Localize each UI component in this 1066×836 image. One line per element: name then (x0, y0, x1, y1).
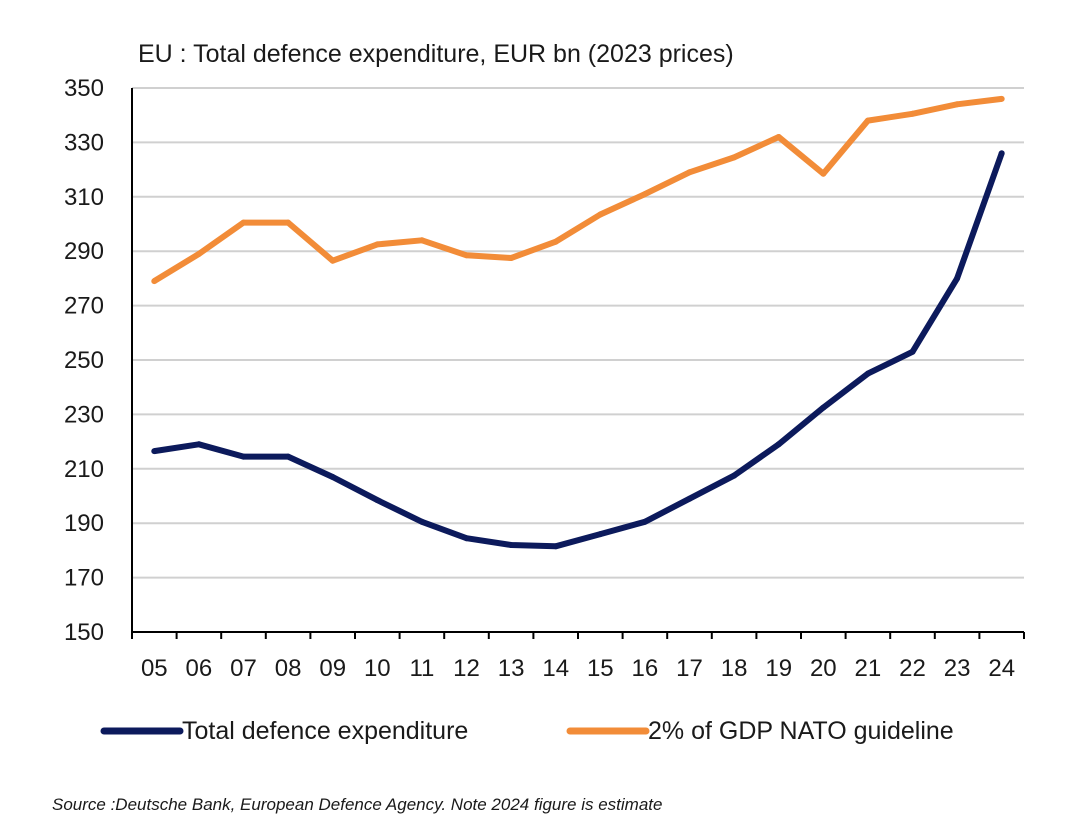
x-tick-label: 05 (141, 655, 168, 682)
x-tick-label: 24 (988, 655, 1015, 682)
legend: Total defence expenditure 2% of GDP NATO … (100, 717, 954, 745)
source-note: Source :Deutsche Bank, European Defence … (52, 795, 662, 814)
series-1-point (641, 191, 648, 198)
x-tick-label: 17 (676, 655, 703, 682)
series-0-point (775, 441, 782, 448)
series-0-point (954, 275, 961, 282)
series-1-point (954, 101, 961, 108)
series-1-point (597, 211, 604, 218)
x-tick-label: 07 (230, 655, 257, 682)
series-1-point (731, 154, 738, 161)
series-0-point (641, 518, 648, 525)
x-tick-label: 23 (944, 655, 971, 682)
y-tick-label: 330 (64, 129, 104, 156)
x-tick-label: 11 (409, 655, 434, 682)
series-1-point (686, 169, 693, 176)
x-tick-label: 22 (899, 655, 926, 682)
x-tick-label: 14 (542, 655, 569, 682)
series-line-0 (153, 152, 1005, 550)
series-1-point (820, 170, 827, 177)
series-0-point (374, 497, 381, 504)
x-tick-label: 10 (364, 655, 391, 682)
series-0-point (597, 531, 604, 538)
x-axis-ticks: 05 06 07 08 09 10 11 12 13 14 15 16 17 18 19 20 21 22 23 24 (131, 632, 1025, 682)
series-1-point (240, 219, 247, 226)
series-1-point (418, 237, 425, 244)
y-tick-label: 270 (64, 293, 104, 320)
series-lines (151, 95, 1005, 550)
y-tick-label: 350 (64, 75, 104, 102)
y-tick-label: 170 (64, 565, 104, 592)
series-0-point (285, 453, 292, 460)
series-1-point (151, 278, 158, 285)
series-0-point (195, 441, 202, 448)
legend-label-1: 2% of GDP NATO guideline (648, 717, 954, 745)
x-tick-label: 08 (275, 655, 302, 682)
series-0-point (151, 448, 158, 455)
x-tick-label: 20 (810, 655, 837, 682)
series-0-point (552, 543, 559, 550)
y-tick-label: 250 (64, 347, 104, 374)
series-0-point (731, 472, 738, 479)
y-axis-tick-labels: 150 170 190 210 230 250 270 290 310 330 350 (64, 75, 104, 646)
x-tick-label: 21 (855, 655, 882, 682)
y-tick-label: 230 (64, 401, 104, 428)
series-1-point (329, 257, 336, 264)
y-tick-label: 190 (64, 510, 104, 537)
y-tick-label: 290 (64, 238, 104, 265)
series-line-1 (152, 95, 1003, 284)
legend-label-0: Total defence expenditure (182, 717, 468, 745)
series-0-point (864, 370, 871, 377)
series-1-point (195, 250, 202, 257)
y-tick-label: 310 (64, 184, 104, 211)
series-0-point (820, 404, 827, 411)
x-tick-label: 15 (587, 655, 614, 682)
series-1-point (508, 255, 515, 261)
series-1-point (374, 241, 381, 248)
series-1-point (775, 134, 782, 140)
series-0-point (998, 150, 1005, 157)
series-1-point (864, 117, 871, 124)
chart-title: EU : Total defence expenditure, EUR bn (… (138, 40, 734, 68)
series-1-point (909, 110, 916, 117)
series-0-point (463, 535, 470, 542)
series-1-point (285, 219, 292, 226)
x-tick-label: 09 (319, 655, 346, 682)
x-tick-label: 19 (765, 655, 792, 682)
series-0-point (508, 542, 515, 548)
x-tick-label: 12 (453, 655, 480, 682)
x-tick-label: 13 (498, 655, 525, 682)
gridlines (131, 87, 1024, 632)
series-0-point (240, 453, 247, 460)
y-tick-label: 150 (64, 619, 104, 646)
series-0-point (686, 495, 693, 502)
series-1-point (552, 238, 559, 245)
x-tick-label: 16 (632, 655, 659, 682)
series-0-point (418, 518, 425, 525)
series-0-point (909, 348, 916, 355)
y-tick-label: 210 (64, 456, 104, 483)
series-1-point (463, 252, 470, 259)
x-tick-label: 06 (186, 655, 213, 682)
series-0-point (329, 474, 336, 480)
series-1-point (998, 95, 1005, 102)
x-tick-label: 18 (721, 655, 748, 682)
